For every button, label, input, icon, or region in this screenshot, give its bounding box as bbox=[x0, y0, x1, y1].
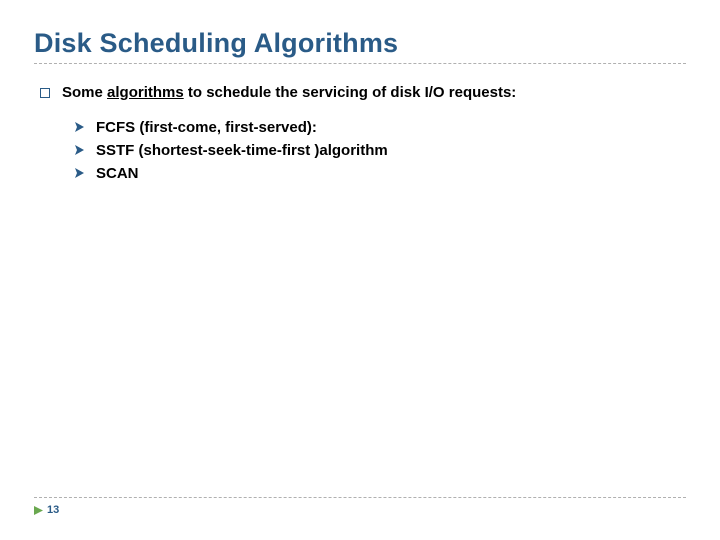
title-divider bbox=[34, 63, 686, 64]
intro-suffix: to schedule the servicing of disk I/O re… bbox=[184, 84, 517, 101]
slide: Disk Scheduling Algorithms Some algorith… bbox=[0, 0, 720, 540]
intro-prefix: Some bbox=[62, 84, 107, 101]
intro-text: Some algorithms to schedule the servicin… bbox=[62, 84, 516, 101]
intro-underlined: algorithms bbox=[107, 84, 184, 101]
arrow-bullet-icon bbox=[74, 144, 86, 156]
footer: 13 bbox=[34, 497, 686, 516]
page-number: 13 bbox=[47, 504, 59, 516]
list-item: FCFS (first-come, first-served): bbox=[74, 119, 686, 136]
sub-list: FCFS (first-come, first-served): SSTF (s… bbox=[34, 119, 686, 182]
page-row: 13 bbox=[34, 504, 686, 516]
list-item-text: SSTF (shortest-seek-time-first )algorith… bbox=[96, 142, 388, 159]
arrow-bullet-icon bbox=[74, 121, 86, 133]
list-item-text: FCFS (first-come, first-served): bbox=[96, 119, 317, 136]
arrow-bullet-icon bbox=[74, 167, 86, 179]
list-item: SCAN bbox=[74, 165, 686, 182]
square-bullet-icon bbox=[40, 88, 50, 98]
list-item-text: SCAN bbox=[96, 165, 139, 182]
list-item: SSTF (shortest-seek-time-first )algorith… bbox=[74, 142, 686, 159]
footer-divider bbox=[34, 497, 686, 498]
page-arrow-icon bbox=[34, 506, 43, 515]
slide-title: Disk Scheduling Algorithms bbox=[34, 28, 686, 59]
intro-row: Some algorithms to schedule the servicin… bbox=[34, 84, 686, 101]
